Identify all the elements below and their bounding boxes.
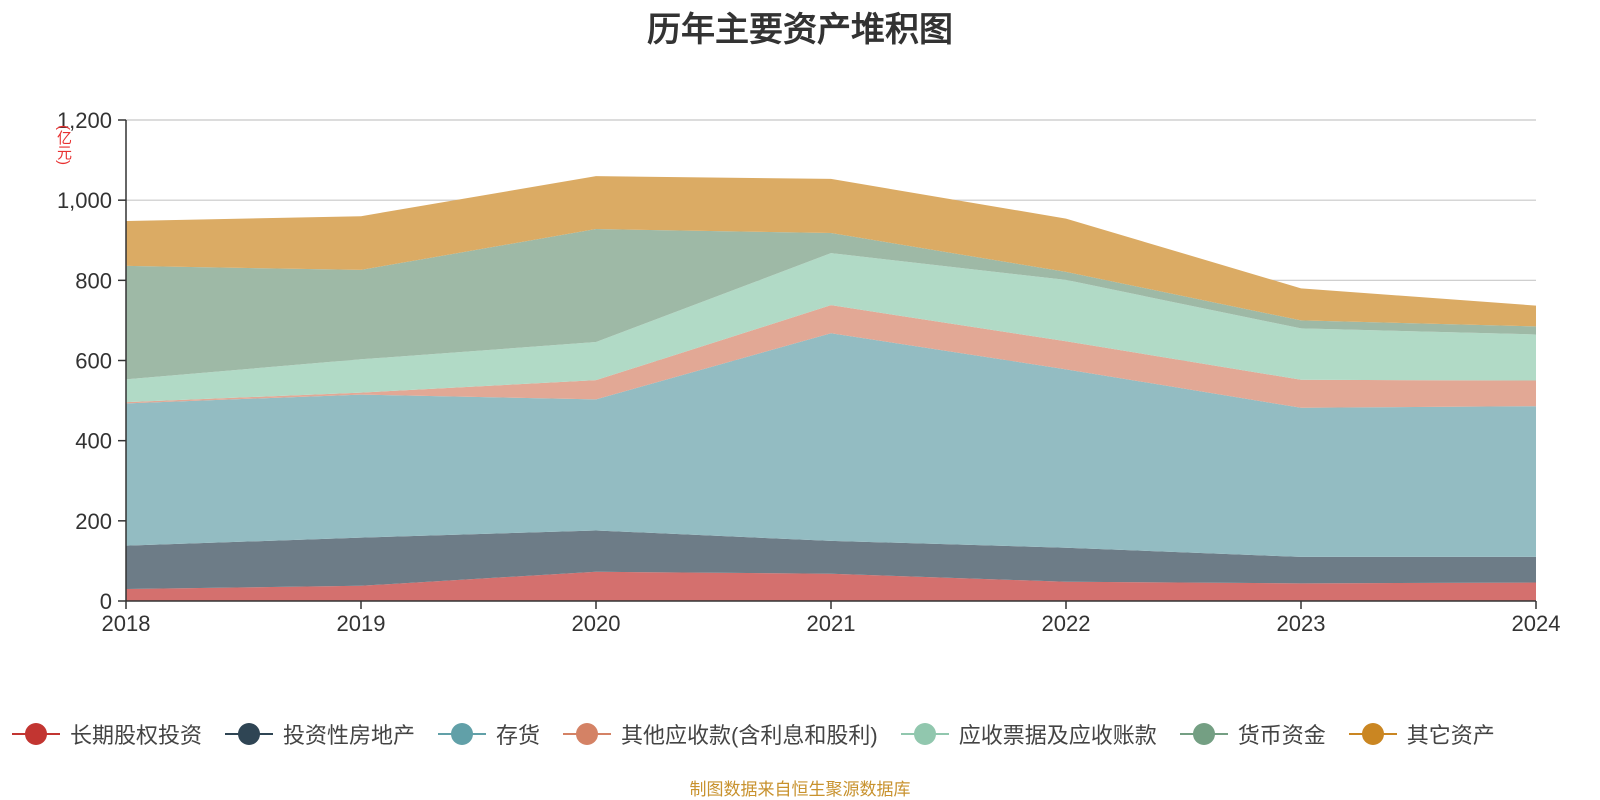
legend-item[interactable]: 其他应收款(含利息和股利) bbox=[563, 718, 878, 750]
legend-marker-icon bbox=[563, 722, 612, 746]
area-series-5 bbox=[126, 229, 1536, 380]
legend-item[interactable]: 投资性房地产 bbox=[225, 718, 415, 750]
legend-marker-icon bbox=[438, 722, 487, 746]
x-tick-label: 2022 bbox=[1042, 611, 1091, 636]
area-series-4 bbox=[126, 253, 1536, 403]
x-tick-label: 2021 bbox=[807, 611, 856, 636]
x-tick-label: 2024 bbox=[1512, 611, 1561, 636]
legend-dot-icon bbox=[1361, 723, 1384, 745]
legend-label: 其他应收款(含利息和股利) bbox=[621, 723, 878, 748]
y-tick-label: 1,200 bbox=[57, 108, 112, 133]
source-note: 制图数据来自恒生聚源数据库 bbox=[689, 780, 911, 799]
legend-label: 长期股权投资 bbox=[70, 723, 203, 748]
legend-dot-icon bbox=[1192, 723, 1215, 745]
y-axis-unit-label: (亿元) bbox=[55, 125, 72, 165]
legend-dot-icon bbox=[576, 723, 599, 745]
legend-marker-icon bbox=[225, 722, 274, 746]
legend-marker-icon bbox=[12, 722, 60, 746]
x-tick-label: 2020 bbox=[572, 611, 621, 636]
chart-title: 历年主要资产堆积图 bbox=[647, 11, 953, 49]
legend-dot-icon bbox=[451, 723, 474, 745]
y-tick-labels: 0 200 400 600 800 1,000 1,200 bbox=[57, 108, 112, 614]
area-series-0 bbox=[126, 571, 1536, 601]
area-series-3 bbox=[126, 305, 1536, 408]
y-tick-label: 1,000 bbox=[57, 188, 112, 213]
legend-dot-icon bbox=[25, 723, 47, 745]
legend-label: 应收票据及应收账款 bbox=[958, 723, 1157, 748]
legend: 长期股权投资 投资性房地产 存货 其他应收款(含利息和股利) 应收票据及应收账款 货币资金… bbox=[12, 714, 1600, 754]
legend-label: 货币资金 bbox=[1237, 723, 1326, 748]
y-tick-label: 800 bbox=[75, 268, 112, 293]
legend-marker-icon bbox=[1179, 722, 1228, 746]
x-tick-label: 2023 bbox=[1277, 611, 1326, 636]
legend-label: 其它资产 bbox=[1406, 723, 1495, 748]
legend-dot-icon bbox=[913, 723, 936, 745]
y-tick-label: 400 bbox=[75, 429, 112, 454]
y-tick-label: 200 bbox=[75, 509, 112, 534]
legend-item[interactable]: 长期股权投资 bbox=[12, 718, 202, 750]
area-series-6 bbox=[126, 176, 1536, 327]
legend-item[interactable]: 其它资产 bbox=[1348, 718, 1495, 750]
legend-label: 存货 bbox=[496, 723, 541, 748]
y-tick-label: 600 bbox=[75, 349, 112, 374]
legend-dot-icon bbox=[238, 723, 261, 745]
legend-item[interactable]: 存货 bbox=[438, 718, 540, 750]
legend-item[interactable]: 货币资金 bbox=[1179, 718, 1326, 750]
area-series-2 bbox=[126, 333, 1536, 557]
series-areas bbox=[126, 176, 1536, 601]
axes bbox=[118, 119, 1537, 609]
legend-marker-icon bbox=[1348, 722, 1397, 746]
x-tick-label: 2018 bbox=[102, 611, 151, 636]
area-series-1 bbox=[126, 530, 1536, 589]
legend-label: 投资性房地产 bbox=[283, 723, 416, 748]
x-tick-label: 2019 bbox=[337, 611, 386, 636]
legend-marker-icon bbox=[900, 722, 949, 746]
x-tick-labels: 2018 2019 2020 2021 2022 2023 2024 bbox=[102, 611, 1561, 636]
y-tick-label: 0 bbox=[100, 589, 112, 614]
legend-item[interactable]: 应收票据及应收账款 bbox=[900, 718, 1157, 750]
